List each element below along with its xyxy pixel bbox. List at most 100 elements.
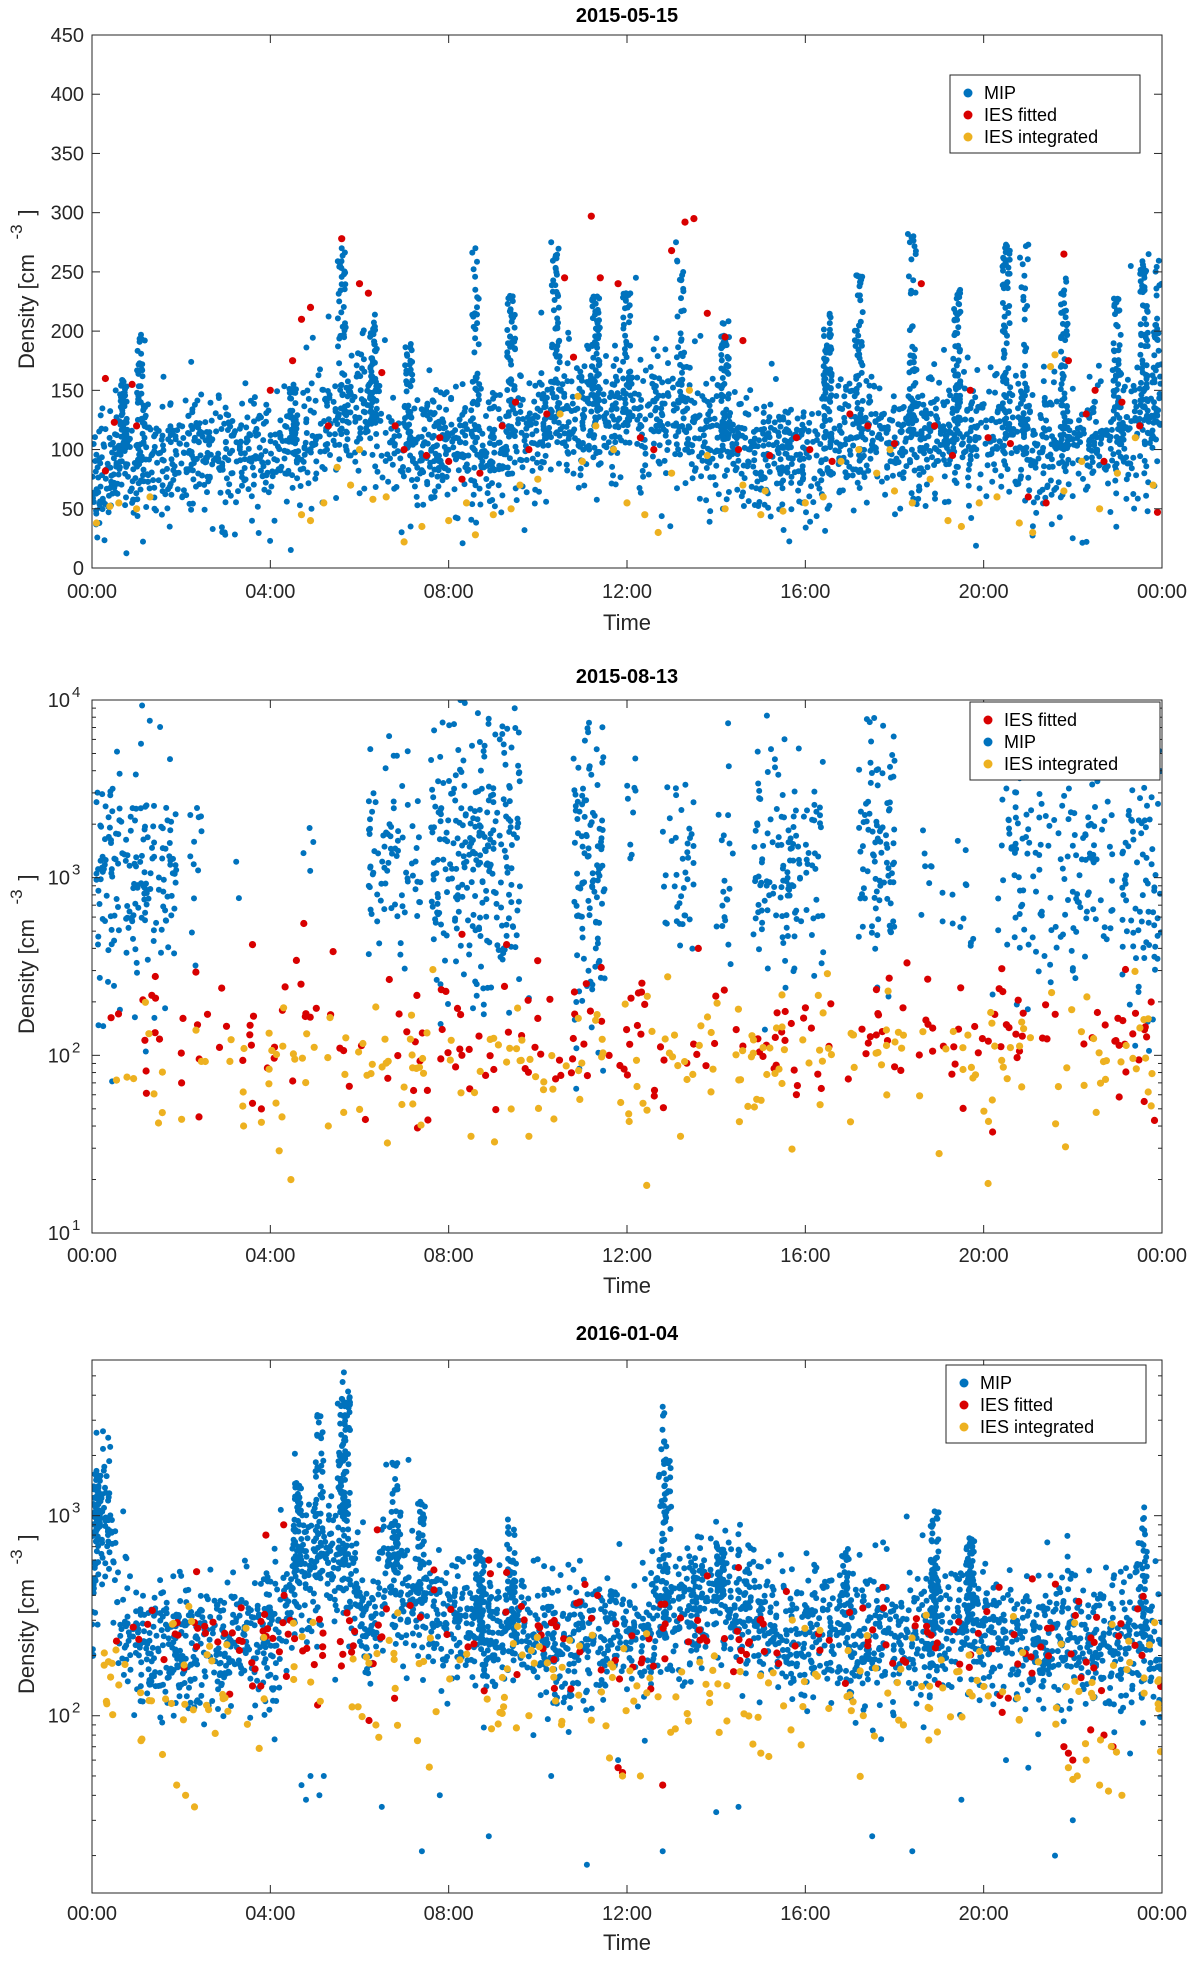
data-point (653, 404, 660, 411)
data-point (952, 329, 959, 336)
data-point (1093, 856, 1100, 863)
data-point (782, 984, 789, 991)
data-point (256, 455, 263, 462)
data-point (1035, 968, 1042, 975)
data-point (497, 691, 503, 697)
data-point (372, 799, 379, 806)
data-point (141, 896, 148, 903)
data-point (245, 445, 252, 452)
data-point (1012, 445, 1019, 452)
data-point (322, 441, 329, 448)
data-point (189, 500, 196, 507)
data-point (170, 855, 176, 862)
data-point (433, 976, 440, 983)
data-point (599, 759, 606, 766)
data-point (459, 540, 466, 547)
data-point (908, 256, 915, 263)
data-point (504, 300, 511, 307)
data-point (697, 332, 704, 339)
data-point (719, 341, 725, 348)
data-point (1145, 908, 1152, 915)
data-point (1020, 297, 1027, 304)
data-point (581, 737, 588, 744)
data-point (1136, 415, 1143, 422)
data-point (592, 414, 599, 421)
data-point (912, 380, 919, 386)
data-point (508, 318, 515, 325)
data-point (1059, 802, 1066, 809)
data-point (640, 378, 647, 384)
data-point (896, 471, 903, 478)
data-point (890, 773, 897, 780)
data-point (1022, 348, 1029, 355)
data-point (324, 402, 331, 409)
data-point (1059, 865, 1066, 872)
data-point (352, 458, 359, 465)
data-point (677, 451, 683, 458)
data-point (215, 392, 222, 399)
data-point (1139, 892, 1146, 899)
data-point (670, 384, 676, 391)
data-point (569, 393, 576, 400)
data-point (1113, 469, 1121, 477)
data-point (793, 916, 800, 922)
data-point (1061, 422, 1068, 429)
data-point (245, 486, 252, 493)
data-point (517, 409, 524, 415)
data-point (885, 865, 892, 872)
data-point (1085, 814, 1092, 821)
data-point (342, 411, 349, 418)
data-point (204, 489, 210, 496)
data-point (595, 959, 602, 966)
data-point (1082, 856, 1089, 863)
data-point (1064, 853, 1071, 860)
data-point (964, 354, 971, 361)
data-point (171, 905, 178, 912)
data-point (859, 273, 866, 280)
data-point (920, 468, 927, 475)
data-point (756, 787, 763, 794)
data-point (620, 387, 627, 394)
data-point (1141, 440, 1148, 447)
data-point (418, 457, 425, 464)
data-point (929, 454, 935, 461)
data-point (719, 375, 726, 381)
data-point (95, 887, 102, 894)
data-point (477, 767, 484, 774)
data-point (886, 446, 894, 454)
data-point (1002, 324, 1009, 331)
data-point (945, 498, 952, 505)
data-point (451, 785, 458, 792)
data-point (1075, 470, 1082, 477)
data-point (464, 467, 471, 474)
data-point (218, 426, 225, 432)
data-point (987, 451, 994, 458)
data-point (518, 429, 525, 436)
data-point (622, 297, 629, 304)
data-point (534, 451, 541, 458)
data-point (385, 414, 392, 421)
data-point (289, 472, 296, 479)
data-point (176, 422, 183, 429)
data-point (1104, 798, 1111, 805)
data-point (682, 480, 689, 487)
data-point (1040, 470, 1047, 477)
data-point (514, 907, 521, 914)
data-point (108, 472, 115, 479)
data-point (1023, 811, 1030, 818)
data-point (889, 752, 896, 758)
data-point (592, 325, 599, 332)
data-point (509, 298, 516, 305)
data-point (1041, 953, 1048, 959)
data-point (968, 515, 975, 521)
data-point (1006, 390, 1013, 397)
data-point (992, 389, 998, 396)
data-point (1002, 430, 1009, 437)
data-point (1114, 411, 1120, 418)
data-point (822, 418, 829, 425)
data-point (251, 394, 258, 401)
data-point (878, 478, 885, 485)
data-point (198, 813, 204, 820)
data-point (459, 381, 466, 388)
data-point (304, 447, 311, 454)
